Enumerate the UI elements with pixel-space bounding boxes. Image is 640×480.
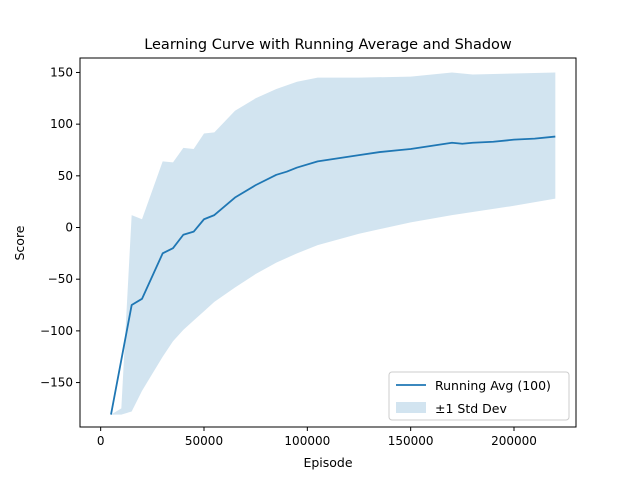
plot-frame bbox=[79, 57, 577, 428]
x-axis: 0 50000 100000 150000 200000 bbox=[97, 427, 537, 448]
x-tick-label: 50000 bbox=[185, 434, 223, 448]
y-tick-label: 100 bbox=[50, 117, 73, 131]
legend-box bbox=[388, 371, 570, 421]
legend-label-running-avg: Running Avg (100) bbox=[435, 378, 551, 393]
legend-band-swatch bbox=[396, 402, 426, 413]
x-tick-label: 150000 bbox=[388, 434, 434, 448]
x-tick-label: 200000 bbox=[491, 434, 537, 448]
plot-area bbox=[110, 72, 556, 415]
y-tick-label: 150 bbox=[50, 65, 73, 79]
y-tick-label: −50 bbox=[48, 272, 73, 286]
y-tick-label: 50 bbox=[58, 169, 73, 183]
chart-title: Learning Curve with Running Average and … bbox=[144, 37, 512, 53]
running-avg-line bbox=[110, 135, 556, 415]
std-dev-band bbox=[111, 72, 556, 415]
x-axis-label: Episode bbox=[303, 455, 352, 470]
x-tick-label: 100000 bbox=[284, 434, 330, 448]
legend-label-std-dev: ±1 Std Dev bbox=[435, 401, 507, 416]
y-axis: −150 −100 −50 0 50 100 150 bbox=[40, 65, 80, 390]
legend: Running Avg (100) ±1 Std Dev bbox=[388, 371, 570, 421]
y-tick-label: −100 bbox=[40, 324, 73, 338]
y-tick-label: −150 bbox=[40, 376, 73, 390]
y-tick-label: 0 bbox=[65, 221, 73, 235]
y-axis-label: Score bbox=[12, 225, 27, 260]
x-tick-label: 0 bbox=[97, 434, 105, 448]
